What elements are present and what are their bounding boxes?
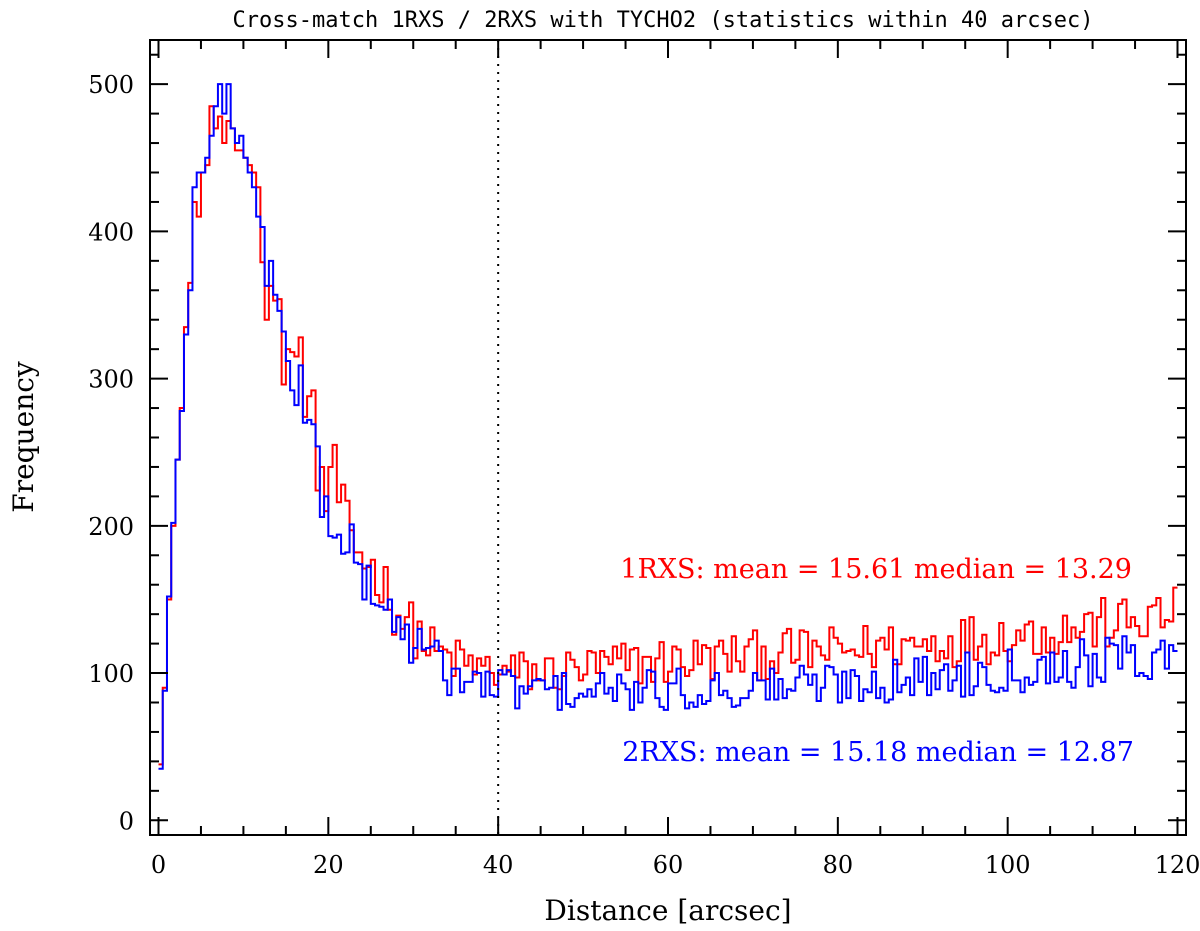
x-tick-labels: 0 20 40 60 80 100 120	[151, 851, 1200, 879]
y-axis-label: Frequency	[7, 361, 40, 513]
y-tick-label: 400	[88, 218, 134, 246]
x-tick-label: 40	[483, 851, 514, 879]
x-tick-label: 0	[151, 851, 166, 879]
plot-frame	[149, 39, 1187, 836]
series-2rxs-histogram	[158, 83, 1178, 770]
ticks-layer	[150, 40, 1186, 835]
y-tick-label: 500	[88, 71, 134, 99]
x-tick-label: 100	[985, 851, 1031, 879]
chart-title: Cross-match 1RXS / 2RXS with TYCHO2 (sta…	[233, 8, 1094, 33]
annotation-1rxs-stats: 1RXS: mean = 15.61 median = 13.29	[620, 554, 1132, 585]
x-tick-label: 60	[653, 851, 684, 879]
y-tick-labels: 0 100 200 300 400 500	[88, 71, 134, 835]
y-tick-label: 300	[88, 366, 134, 394]
annotation-2rxs-stats: 2RXS: mean = 15.18 median = 12.87	[622, 737, 1134, 768]
y-tick-label: 100	[88, 660, 134, 688]
y-tick-label: 200	[88, 513, 134, 541]
x-tick-label: 20	[313, 851, 344, 879]
x-tick-label: 80	[823, 851, 854, 879]
x-axis-label: Distance [arcsec]	[544, 894, 791, 927]
x-tick-label: 120	[1155, 851, 1200, 879]
series-layer	[158, 83, 1178, 770]
y-tick-label: 0	[119, 807, 134, 835]
